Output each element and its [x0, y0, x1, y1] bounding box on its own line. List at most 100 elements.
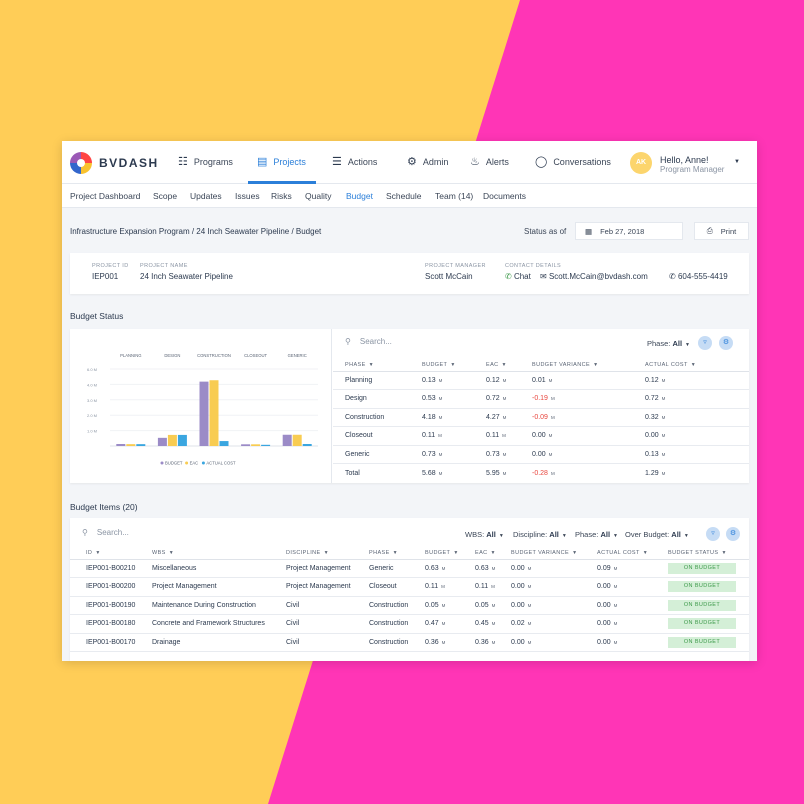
- col-header[interactable]: EAC ▼: [482, 359, 528, 372]
- tab-schedule[interactable]: Schedule: [386, 191, 422, 201]
- table-row[interactable]: Planning 0.13 M 0.12 M 0.01 M 0.12 M: [333, 371, 749, 390]
- tab-risks[interactable]: Risks: [271, 191, 292, 201]
- legend-label: ACTUAL COST: [206, 461, 236, 466]
- avatar[interactable]: AK: [630, 152, 652, 174]
- discipline-filter[interactable]: Discipline: All ▼: [513, 530, 567, 539]
- eac-cell: 0.63 M: [471, 559, 507, 578]
- bar-actual-cost[interactable]: [261, 444, 271, 446]
- table-row[interactable]: IEP001-B00170 Drainage Civil Construction 0.…: [70, 633, 749, 652]
- chevron-down-icon: ▼: [561, 533, 567, 539]
- chat-label: Chat: [513, 272, 531, 281]
- phone-link[interactable]: ✆ 604-555-4419: [669, 272, 728, 281]
- col-header[interactable]: ACTUAL COST ▼: [593, 547, 664, 560]
- col-header[interactable]: BUDGET VARIANCE ▼: [507, 547, 593, 560]
- phase-filter[interactable]: Phase: All ▼: [647, 339, 690, 348]
- col-header[interactable]: DISCIPLINE ▼: [282, 547, 365, 560]
- col-header[interactable]: EAC ▼: [471, 547, 507, 560]
- table-row[interactable]: IEP001-B00200 Project Management Project M…: [70, 577, 749, 597]
- budget-items-search[interactable]: ⚲ Search...: [82, 528, 129, 537]
- table-row[interactable]: IEP001-B00190 Maintenance During Construc…: [70, 596, 749, 615]
- col-header[interactable]: ID ▼: [70, 547, 148, 560]
- budget-cell: 0.05 M: [421, 596, 471, 615]
- settings-gear-icon[interactable]: ⚙: [726, 527, 740, 541]
- nav-actions[interactable]: ☰ Actions: [332, 155, 377, 168]
- col-header[interactable]: BUDGET VARIANCE ▼: [528, 359, 641, 372]
- brand-name[interactable]: BVDASH: [99, 156, 159, 170]
- col-header[interactable]: PHASE ▼: [333, 359, 418, 372]
- bar-actual-cost[interactable]: [219, 441, 229, 446]
- bar-budget[interactable]: [282, 434, 292, 446]
- status-badge: ON BUDGET: [668, 562, 736, 574]
- bar-budget[interactable]: [241, 444, 251, 446]
- phase-cell: Closeout: [365, 577, 421, 597]
- bar-budget[interactable]: [116, 443, 126, 446]
- tab-updates[interactable]: Updates: [190, 191, 222, 201]
- unit-label: M: [502, 433, 506, 439]
- col-header[interactable]: BUDGET ▼: [421, 547, 471, 560]
- bar-eac[interactable]: [167, 434, 177, 446]
- col-header[interactable]: ACTUAL COST ▼: [641, 359, 749, 372]
- nav-conversations[interactable]: ◯ Conversations: [535, 155, 611, 168]
- bar-budget[interactable]: [199, 381, 209, 446]
- filter-funnel-icon[interactable]: ▿: [698, 336, 712, 350]
- print-button[interactable]: ⎙ Print: [694, 222, 749, 240]
- tab-budget[interactable]: Budget: [346, 191, 373, 201]
- col-header[interactable]: WBS ▼: [148, 547, 282, 560]
- table-row[interactable]: Generic 0.73 M 0.73 M 0.00 M 0.13 M: [333, 445, 749, 464]
- id-cell[interactable]: IEP001-B00180: [70, 614, 148, 634]
- id-cell[interactable]: IEP001-B00200: [70, 577, 148, 597]
- print-label: Print: [720, 226, 737, 236]
- table-row[interactable]: Design 0.53 M 0.72 M -0.19 M 0.72 M: [333, 389, 749, 409]
- bar-actual-cost[interactable]: [136, 444, 146, 446]
- unit-label: M: [502, 414, 507, 420]
- id-cell[interactable]: IEP001-B00190: [70, 596, 148, 615]
- nav-projects[interactable]: ▤ Projects: [257, 155, 306, 168]
- bar-actual-cost[interactable]: [177, 434, 187, 446]
- tab-quality[interactable]: Quality: [305, 191, 332, 201]
- bar-eac[interactable]: [292, 434, 302, 446]
- table-row[interactable]: IEP001-B00210 Miscellaneous Project Manage…: [70, 559, 749, 578]
- table-row[interactable]: Closeout 0.11 M 0.11 M 0.00 M 0.00 M: [333, 426, 749, 446]
- user-greeting[interactable]: Hello, Anne!: [660, 155, 709, 165]
- phase-cell: Construction: [333, 408, 418, 427]
- email-link[interactable]: ✉ Scott.McCain@bvdash.com: [540, 272, 648, 281]
- col-header[interactable]: PHASE ▼: [365, 547, 421, 560]
- bar-eac[interactable]: [126, 444, 136, 446]
- filter-funnel-icon[interactable]: ▿: [706, 527, 720, 541]
- tab-team[interactable]: Team (14): [435, 191, 474, 201]
- table-row[interactable]: Construction 4.18 M 4.27 M -0.09 M 0.32 M: [333, 408, 749, 427]
- table-row[interactable]: IEP001-B00180 Concrete and Framework Stru…: [70, 614, 749, 634]
- phase-filter[interactable]: Phase: All ▼: [575, 530, 618, 539]
- nav-programs[interactable]: ☷ Programs: [178, 155, 233, 168]
- status-date-picker[interactable]: ▦ Feb 27, 2018: [575, 222, 683, 240]
- bar-budget[interactable]: [157, 437, 167, 446]
- unit-label: M: [661, 433, 666, 439]
- chat-link[interactable]: ✆ Chat: [505, 272, 531, 281]
- unit-label: M: [441, 584, 445, 590]
- tab-issues[interactable]: Issues: [235, 191, 260, 201]
- eac-cell: 0.36 M: [471, 633, 507, 652]
- nav-admin[interactable]: ⚙ Admin: [407, 155, 448, 168]
- breadcrumb[interactable]: Infrastructure Expansion Program / 24 In…: [70, 227, 322, 236]
- bar-eac[interactable]: [251, 444, 261, 446]
- chevron-down-icon[interactable]: ▼: [734, 159, 740, 165]
- tab-project-dashboard[interactable]: Project Dashboard: [70, 191, 141, 201]
- wbs-filter[interactable]: WBS: All ▼: [465, 530, 504, 539]
- eac-cell: 0.73 M: [482, 445, 528, 464]
- tab-scope[interactable]: Scope: [153, 191, 178, 201]
- nav-alerts[interactable]: ♨ Alerts: [470, 155, 509, 168]
- bar-eac[interactable]: [209, 380, 219, 446]
- col-header[interactable]: BUDGET STATUS ▼: [664, 547, 749, 560]
- discipline-cell: Civil: [282, 633, 365, 652]
- settings-gear-icon[interactable]: ⚙: [719, 336, 733, 350]
- id-cell[interactable]: IEP001-B00170: [70, 633, 148, 652]
- actual-cell: 0.00 M: [593, 633, 664, 652]
- bar-actual-cost[interactable]: [302, 443, 312, 446]
- tab-documents[interactable]: Documents: [483, 191, 526, 201]
- col-header[interactable]: BUDGET ▼: [418, 359, 482, 372]
- bvdash-logo-icon[interactable]: [70, 152, 92, 174]
- over-budget-filter[interactable]: Over Budget: All ▼: [625, 530, 689, 539]
- budget-status-search[interactable]: ⚲ Search...: [345, 337, 392, 346]
- total-row[interactable]: Total 5.68 M 5.95 M -0.28 M 1.29 M: [333, 464, 749, 483]
- id-cell[interactable]: IEP001-B00210: [70, 559, 148, 578]
